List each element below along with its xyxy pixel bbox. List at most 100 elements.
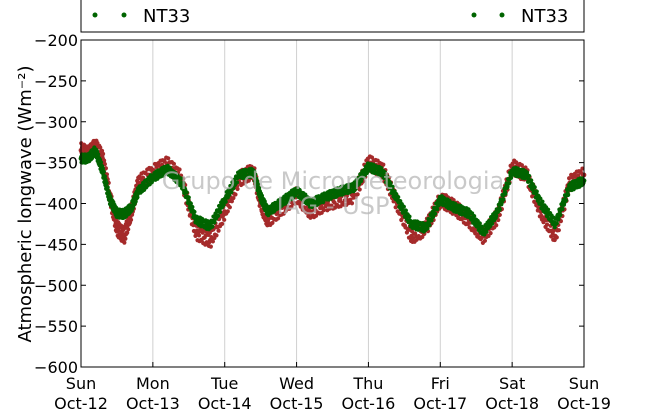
series-0-marker-13-12	[214, 233, 219, 238]
series-1-marker-34-15	[503, 191, 508, 196]
series-1-marker-36-27	[538, 196, 543, 201]
series-0-marker-6-1	[122, 240, 127, 245]
x-tick-day-2: Tue	[210, 374, 238, 393]
series-1-marker-32-10	[472, 213, 477, 219]
series-0-marker-10-2	[166, 156, 171, 161]
series-0-marker-27-19	[404, 230, 410, 235]
legend-entry-2: NT33	[521, 6, 568, 27]
series-1-marker-27-17	[403, 208, 408, 213]
series-0-marker-8-9	[141, 175, 146, 180]
x-tick-date-6: Oct-18	[485, 394, 539, 409]
y-axis-label: Atmospheric longwave (Wm⁻²)	[15, 65, 36, 342]
series-1-marker-24-14	[359, 178, 364, 184]
x-tick-date-0: Oct-12	[54, 394, 108, 409]
series-0-marker-25-7	[369, 155, 375, 160]
series-0-marker-12-6	[196, 233, 202, 238]
series-1-marker-37-3	[540, 199, 545, 204]
series-1-marker-32-21	[477, 221, 482, 226]
series-1-marker-33-25	[494, 213, 499, 218]
series-0-marker-38-7	[556, 228, 561, 233]
series-1-marker-13-15	[215, 213, 221, 218]
series-0-marker-18-20	[275, 216, 281, 221]
series-1-marker-16-22	[257, 185, 262, 191]
y-tick-labels: −200 −250 −300 −350 −400 −450 −500 −550 −600	[34, 31, 78, 377]
series-0-marker-21-25	[321, 208, 326, 213]
series-0-marker-33-25	[494, 223, 499, 228]
series-0-marker-20-8	[298, 204, 303, 209]
series-0-marker-26-1	[381, 162, 386, 167]
series-1-marker-13-8	[212, 220, 217, 225]
series-1-marker-14-13	[229, 190, 234, 195]
legend-marker-1b	[121, 12, 127, 18]
series-0-marker-23-24	[349, 201, 355, 206]
series-1-marker-26-19	[390, 184, 395, 189]
series-1-marker-29-22	[435, 207, 440, 212]
series-0-marker-14-6	[225, 209, 230, 214]
x-tick-date-7: Oct-19	[557, 394, 611, 409]
series-1-marker-3-9	[102, 174, 107, 179]
series-1-marker-38-25	[565, 192, 571, 198]
series-0-marker-23-21	[348, 197, 353, 202]
series-0-marker-28-3	[410, 236, 416, 241]
y-tick-label-4: −400	[34, 195, 78, 214]
series-1-marker-36-16	[532, 185, 537, 190]
series-1-marker-24-3	[353, 186, 358, 192]
series-0-marker-6-16	[126, 227, 131, 232]
series-0-marker-37-20	[549, 234, 554, 239]
series-1-marker-11-21	[190, 204, 195, 210]
series-0-marker-13-1	[208, 244, 213, 249]
x-tick-day-4: Thu	[352, 374, 383, 393]
series-0-marker-37-12	[544, 222, 550, 227]
series-0-marker-26-25	[393, 205, 398, 210]
x-tick-date-1: Oct-13	[126, 394, 180, 409]
series-1-marker-7-17	[133, 199, 138, 204]
series-1-marker-34-19	[505, 184, 510, 189]
series-1-marker-3-16	[104, 181, 109, 186]
series-1-marker-7-24	[135, 195, 140, 200]
series-0-marker-37-1	[539, 213, 544, 218]
series-1-marker-33-17	[490, 221, 495, 226]
series-1-marker-38-21	[563, 198, 569, 203]
series-1-marker-14-17	[231, 186, 236, 191]
series-0-marker-35-19	[519, 163, 524, 168]
series-1-marker-21-24	[321, 199, 326, 205]
series-0-marker-24-7	[355, 192, 360, 197]
x-tick-labels: SunOct-12MonOct-13TueOct-14WedOct-15ThuO…	[54, 374, 611, 409]
legend-marker-1a	[92, 12, 98, 18]
series-0-marker-38-3	[554, 235, 559, 240]
series-0-marker-24-11	[357, 187, 362, 192]
series-0-marker-6-27	[128, 217, 134, 222]
series-0-marker-32-12	[473, 231, 478, 236]
series-1-marker-13-19	[217, 209, 223, 215]
series-1-marker-2-22	[98, 160, 104, 165]
series-1-marker-36-5	[526, 173, 532, 179]
series-0-marker-20-15	[302, 205, 307, 210]
series-1-marker-34-4	[497, 207, 502, 212]
series-0-marker-6-12	[125, 230, 130, 235]
y-tick-label-0: −200	[34, 31, 78, 50]
series-1-marker-33-6	[484, 229, 489, 234]
series-1-marker-10-27	[178, 176, 184, 181]
series-1-marker-11-14	[186, 195, 191, 200]
data-points	[78, 138, 587, 249]
series-0-marker-33-3	[482, 238, 488, 243]
x-tick-day-7: Sun	[569, 374, 599, 393]
series-1-marker-36-20	[534, 189, 539, 194]
legend: NT33 NT33	[80, 0, 585, 33]
legend-entry-1: NT33	[143, 6, 190, 27]
series-1-marker-29-7	[427, 222, 432, 228]
series-0-marker-14-10	[227, 205, 232, 210]
series-1-marker-37-14	[545, 207, 551, 212]
series-0-marker-13-16	[216, 228, 221, 233]
series-1-marker-16-3	[252, 169, 257, 174]
series-1-marker-16-18	[255, 182, 261, 187]
series-1-marker-11-10	[184, 190, 189, 195]
x-tick-day-1: Mon	[136, 374, 170, 393]
series-1-marker-14-24	[234, 180, 240, 185]
y-tick-label-3: −350	[34, 154, 78, 173]
series-0-marker-14-17	[231, 195, 236, 201]
series-1-marker-27-13	[401, 204, 406, 209]
series-1-marker-14-2	[223, 199, 228, 204]
series-1-marker-29-18	[433, 211, 438, 216]
